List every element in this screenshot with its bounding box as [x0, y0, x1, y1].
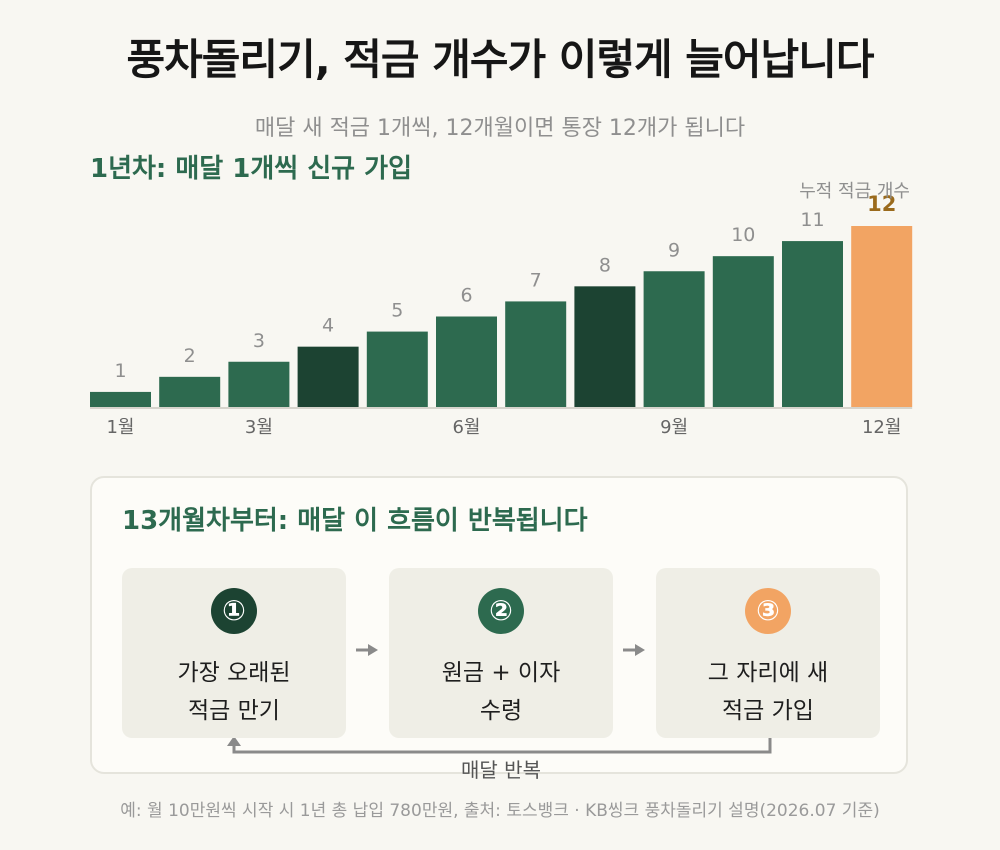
repeat-flow-panel: 13개월차부터: 매달 이 흐름이 반복됩니다 ① 가장 오래된 적금 만기 ②… — [90, 476, 908, 782]
chart-annotation: 누적 적금 개수 — [799, 181, 910, 202]
x-tick-label: 12월 — [862, 417, 901, 438]
bar-value-label: 6 — [460, 285, 472, 307]
step-2-number: ② — [478, 588, 524, 634]
bar-8 — [574, 286, 636, 407]
step-2-card: ② 원금 + 이자 수령 — [389, 568, 613, 738]
bar-value-label: 3 — [253, 330, 265, 352]
step-1-line2: 적금 만기 — [188, 698, 280, 724]
bar-value-label: 4 — [322, 315, 334, 337]
bar-1 — [90, 391, 151, 407]
bar-value-label: 2 — [184, 345, 196, 367]
x-tick-label: 9월 — [660, 417, 688, 438]
bar-value-label: 11 — [800, 209, 824, 231]
step-3-line2: 적금 가입 — [722, 698, 814, 724]
bar-value-label: 8 — [599, 254, 611, 276]
step-2-line2: 수령 — [479, 698, 523, 724]
section1-title: 1년차: 매달 1개씩 신규 가입 — [90, 154, 412, 184]
footnote: 예: 월 10만원씩 시작 시 1년 총 납입 780만원, 출처: 토스뱅크 … — [120, 801, 880, 821]
loop-label: 매달 반복 — [461, 758, 541, 782]
arrow-right-icon — [623, 644, 645, 656]
repeat-loop-arrow — [227, 736, 772, 754]
bar-value-label: 7 — [530, 269, 542, 291]
x-tick-label: 1월 — [106, 417, 134, 438]
bar-3 — [228, 361, 290, 407]
bar-value-label: 12 — [867, 192, 896, 216]
bar-10 — [712, 256, 774, 407]
step-3-card: ③ 그 자리에 새 적금 가입 — [656, 568, 880, 738]
step-2-line1: 원금 + 이자 — [441, 660, 561, 686]
step-2-label: 원금 + 이자 수령 — [389, 654, 613, 730]
step-1-label: 가장 오래된 적금 만기 — [122, 654, 346, 730]
step-3-label: 그 자리에 새 적금 가입 — [656, 654, 880, 730]
bar-4 — [297, 346, 359, 407]
bar-value-label: 1 — [114, 360, 126, 382]
section2-title: 13개월차부터: 매달 이 흐름이 반복됩니다 — [122, 506, 588, 536]
step-1-card: ① 가장 오래된 적금 만기 — [122, 568, 346, 738]
page-title: 풍차돌리기, 적금 개수가 이렇게 늘어납니다 — [126, 35, 875, 84]
step-3-line1: 그 자리에 새 — [707, 660, 829, 686]
step-1-number: ① — [211, 588, 257, 634]
step-3-number: ③ — [745, 588, 791, 634]
x-tick-label: 6월 — [452, 417, 480, 438]
x-tick-label: 3월 — [245, 417, 273, 438]
bar-12 — [851, 226, 913, 407]
bar-5 — [366, 331, 428, 407]
bar-7 — [505, 301, 567, 407]
arrow-right-icon — [356, 644, 378, 656]
bar-6 — [436, 316, 497, 407]
bar-9 — [643, 271, 705, 407]
bar-value-label: 5 — [391, 300, 403, 322]
step-1-line1: 가장 오래된 — [177, 660, 291, 686]
bar-value-label: 10 — [731, 224, 755, 246]
bar-2 — [159, 376, 221, 407]
bar-11 — [782, 241, 843, 407]
bar-value-label: 9 — [668, 239, 680, 261]
page-subtitle: 매달 새 적금 1개씩, 12개월이면 통장 12개가 됩니다 — [254, 116, 746, 141]
